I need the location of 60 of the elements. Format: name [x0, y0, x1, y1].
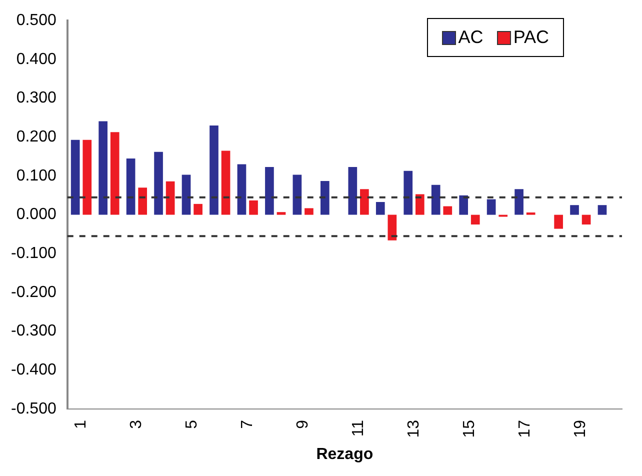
legend-label: PAC [513, 27, 549, 48]
bar [304, 208, 314, 215]
bar [431, 184, 440, 215]
bar [348, 167, 358, 215]
bar [98, 121, 108, 215]
y-tick-label: 0.100 [16, 167, 56, 184]
bar [320, 181, 330, 215]
bar [388, 214, 397, 240]
bar [166, 181, 175, 215]
bar [221, 150, 230, 215]
bar [110, 132, 120, 215]
bar [265, 167, 274, 215]
x-tick-label: 13 [405, 420, 422, 438]
x-tick-label: 1 [72, 420, 90, 429]
bar [470, 214, 480, 225]
x-tick-label: 7 [239, 420, 256, 429]
bar [404, 170, 413, 215]
y-tick-label: -0.100 [10, 245, 56, 262]
bar [526, 212, 536, 215]
y-tick-label: -0.400 [10, 362, 56, 379]
bar [376, 202, 385, 215]
bar [194, 204, 202, 215]
bar [182, 174, 191, 215]
y-tick-label: 0.000 [16, 206, 56, 224]
bar [126, 158, 136, 215]
bar [360, 189, 369, 215]
bar [292, 174, 302, 215]
bar [237, 164, 246, 215]
x-tick-label: 11 [350, 420, 367, 437]
bar [598, 205, 607, 215]
bar [514, 189, 524, 215]
y-tick-label: 0.400 [16, 50, 56, 68]
bar [415, 194, 424, 215]
bar [570, 205, 579, 215]
bar [249, 200, 258, 215]
bar [210, 125, 218, 215]
bar [154, 152, 163, 215]
x-tick-label: 19 [572, 420, 589, 438]
y-tick-label: -0.200 [10, 284, 56, 301]
x-tick-label: 17 [516, 420, 534, 438]
x-tick-label: 3 [128, 420, 146, 429]
x-tick-label: 9 [294, 420, 312, 429]
legend-label: AC [458, 27, 484, 48]
x-tick-label: 15 [460, 420, 478, 438]
bar [70, 140, 80, 215]
y-tick-label: 0.500 [16, 12, 56, 30]
x-axis-title: Rezago [316, 446, 374, 463]
bar [138, 188, 148, 215]
bar [443, 206, 452, 215]
y-tick-label: 0.200 [16, 128, 56, 146]
bar [82, 140, 92, 215]
bar [276, 212, 286, 215]
bar [486, 199, 496, 215]
bar [582, 214, 591, 225]
bar [554, 214, 563, 229]
bar [459, 195, 468, 215]
y-tick-label: -0.500 [10, 400, 56, 418]
y-tick-label: 0.300 [16, 90, 56, 107]
y-tick-label: -0.300 [10, 322, 56, 340]
x-tick-label: 5 [184, 420, 201, 429]
